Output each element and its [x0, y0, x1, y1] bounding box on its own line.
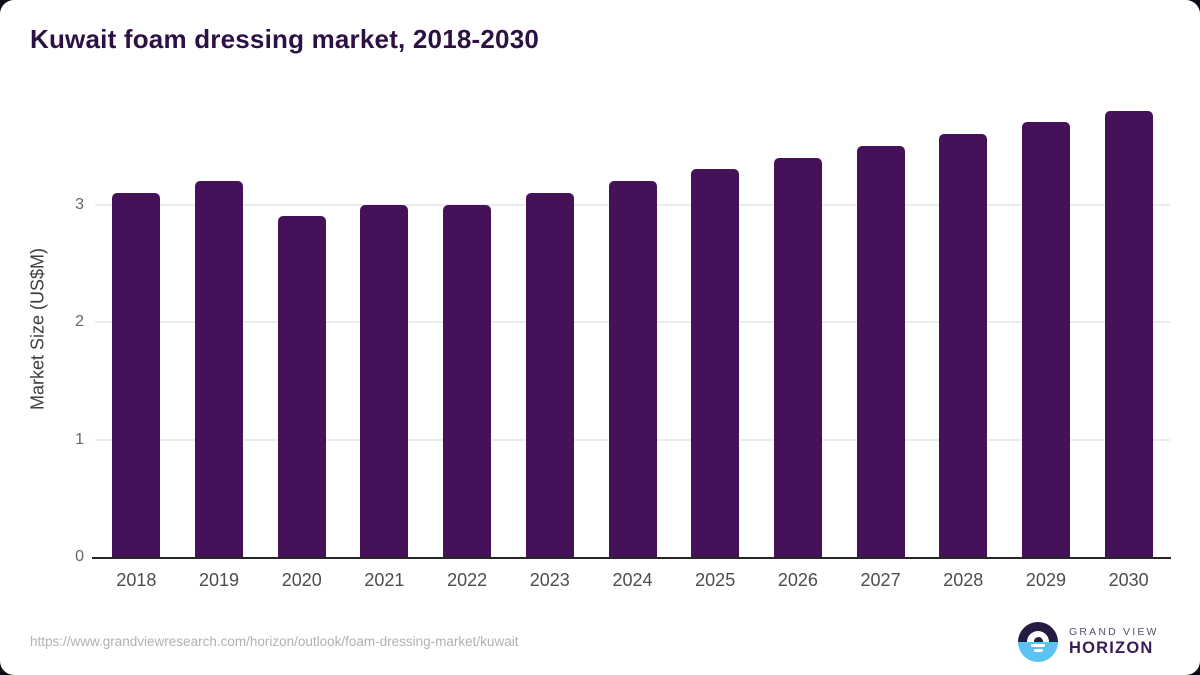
bar-2020: [277, 216, 326, 557]
logo-sea-half: [1018, 642, 1058, 662]
x-axis-tick-label-2029: 2029: [1025, 570, 1066, 590]
x-axis-tick-label-2022: 2022: [447, 570, 488, 590]
logo-text: GRAND VIEW HORIZON: [1069, 626, 1159, 658]
bar-2018: [112, 192, 161, 557]
logo-reflection-stripe: [1033, 649, 1043, 652]
brand-name-top: GRAND VIEW: [1069, 626, 1159, 638]
x-axis-tick-label-2023: 2023: [529, 570, 570, 590]
logo-reflection-stripe: [1031, 644, 1045, 647]
x-axis-tick-label-2024: 2024: [612, 570, 653, 590]
brand-name-bottom: HORIZON: [1069, 639, 1154, 657]
bar-2030: [1104, 110, 1153, 557]
x-axis-tick-label-2018: 2018: [116, 570, 157, 590]
y-axis-tick-label-3: 3: [75, 195, 84, 213]
logo-sun-arch: [1027, 631, 1049, 642]
x-axis-tick-label-2026: 2026: [777, 570, 818, 590]
x-axis-tick-label-2021: 2021: [364, 570, 405, 590]
y-axis-tick-label-1: 1: [75, 430, 84, 448]
x-axis-tick-label-2030: 2030: [1108, 570, 1149, 590]
y-axis-tick-label-0: 0: [75, 548, 84, 565]
logo-sun-arch-hole: [1033, 637, 1043, 642]
bar-2023: [525, 192, 574, 557]
x-axis-tick-label-2027: 2027: [860, 570, 901, 590]
bar-2029: [1021, 122, 1070, 557]
source-url: https://www.grandviewresearch.com/horizo…: [30, 634, 519, 649]
bar-2026: [773, 157, 822, 557]
x-axis-tick-label-2019: 2019: [199, 570, 240, 590]
x-axis-tick-label-2020: 2020: [281, 570, 322, 590]
bar-2028: [939, 134, 988, 557]
bar-2021: [360, 204, 409, 557]
y-axis-tick-label-2: 2: [75, 313, 84, 330]
bar-2027: [856, 145, 905, 557]
grand-view-horizon-logo-icon: [1018, 622, 1058, 662]
bar-2022: [443, 204, 492, 557]
bar-2025: [691, 169, 740, 557]
x-axis-line: [92, 557, 1171, 559]
bar-2019: [195, 181, 244, 557]
bar-2024: [608, 181, 657, 557]
x-axis-tick-label-2025: 2025: [695, 570, 736, 590]
x-axis-tick-label-2028: 2028: [943, 570, 984, 590]
chart-title: Kuwait foam dressing market, 2018-2030: [30, 24, 540, 54]
brand-logo: GRAND VIEW HORIZON: [1018, 622, 1159, 662]
